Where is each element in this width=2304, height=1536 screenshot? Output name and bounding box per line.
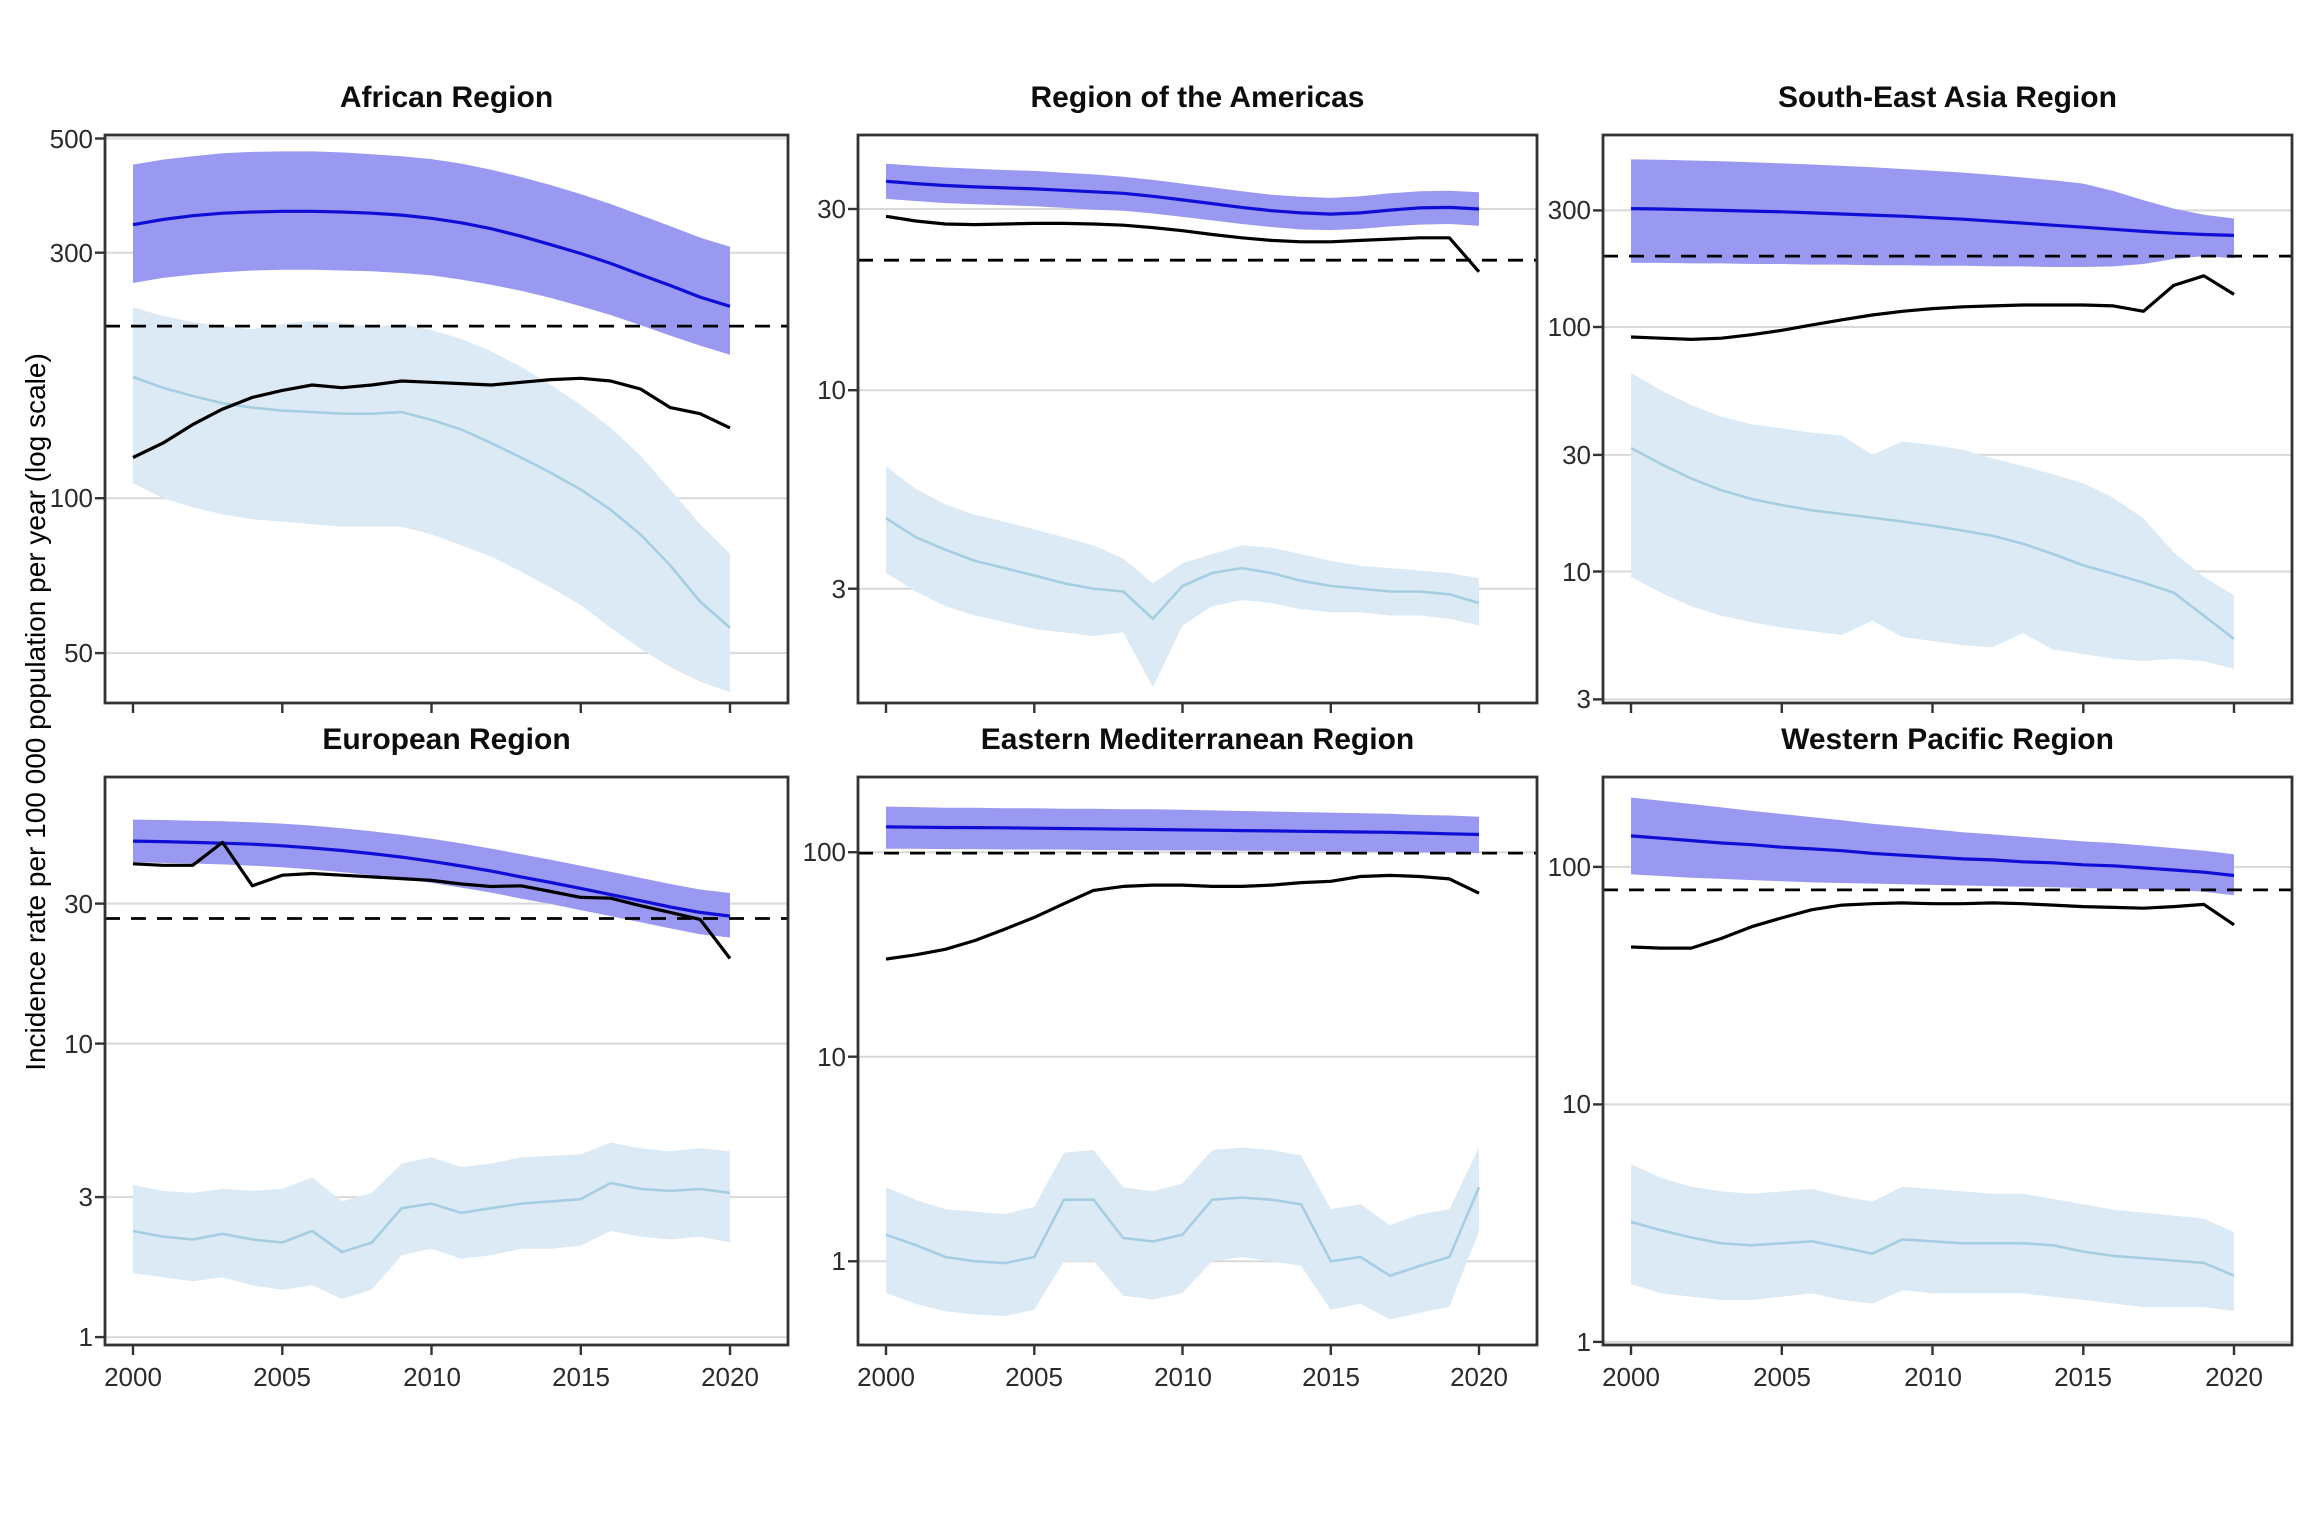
lightblue-line [1630, 446, 2235, 641]
black-line [885, 214, 1481, 273]
blue-line [132, 209, 731, 308]
lightblue-ribbon [1631, 1164, 2234, 1311]
black-line [132, 376, 731, 459]
panel-title-eastern-mediterranean-region: Eastern Mediterranean Region [980, 723, 1415, 756]
x-tick-label: 2010 [403, 1362, 461, 1392]
y-axis-title: Incidence rate per 100 000 population pe… [20, 353, 51, 1071]
y-tick-label: 10 [817, 1042, 846, 1072]
blue-line [1630, 207, 2235, 237]
x-tick-label: 2015 [2054, 1362, 2112, 1392]
blue-ribbon [886, 163, 1479, 231]
chart-western-pacific-region [1593, 775, 2294, 1355]
lightblue-line [132, 1181, 731, 1254]
panel-border [1601, 775, 2294, 1347]
panel-border [1601, 133, 2294, 705]
panel-border [103, 775, 790, 1347]
x-tick-label: 2020 [701, 1362, 759, 1392]
chart-eastern-mediterranean-region [848, 775, 1539, 1355]
lightblue-line [1630, 1220, 2235, 1277]
y-tick-label: 300 [49, 238, 93, 268]
y-tick-label: 30 [1562, 440, 1591, 470]
y-tick-label: 100 [1547, 312, 1591, 342]
panel-border [856, 775, 1539, 1347]
x-tick-label: 2010 [1154, 1362, 1212, 1392]
x-tick-label: 2005 [1753, 1362, 1811, 1392]
y-tick-label: 30 [64, 889, 93, 919]
x-tick-label: 2000 [1602, 1362, 1660, 1392]
y-tick-label: 1 [78, 1322, 93, 1352]
lightblue-line [885, 1186, 1481, 1278]
x-tick-label: 2005 [253, 1362, 311, 1392]
lightblue-ribbon [886, 466, 1479, 688]
panel-eastern-mediterranean-region: Eastern Mediterranean Region 100 10 1 2000 20… [803, 723, 1539, 1392]
chart-african-region [95, 133, 790, 713]
y-tick-label: 100 [1547, 852, 1591, 882]
blue-ribbon [133, 151, 730, 355]
x-tick-label: 2010 [1904, 1362, 1962, 1392]
y-tick-label: 3 [78, 1182, 93, 1212]
black-line [1630, 901, 2235, 950]
lightblue-ribbon [133, 1142, 730, 1299]
lightblue-ribbon [1631, 372, 2234, 669]
panel-title-south-east-asia-region: South-East Asia Region [1778, 81, 2117, 114]
y-tick-label: 10 [1562, 557, 1591, 587]
y-tick-label: 100 [49, 483, 93, 513]
chart-european-region [95, 775, 790, 1355]
y-tick-label: 30 [817, 194, 846, 224]
x-tick-label: 2020 [1450, 1362, 1508, 1392]
x-tick-label: 2000 [104, 1362, 162, 1392]
panel-south-east-asia-region: South-East Asia Region 300 100 30 10 3 [1548, 81, 2294, 714]
y-tick-label: 3 [1576, 684, 1591, 714]
black-line [132, 840, 732, 960]
y-tick-label: 100 [802, 837, 846, 867]
panel-african-region: African Region 500 300 100 50 [50, 81, 790, 713]
blue-ribbon [1631, 797, 2234, 896]
x-tick-label: 2005 [1005, 1362, 1063, 1392]
y-tick-label: 500 [49, 124, 93, 154]
panel-title-western-pacific-region: Western Pacific Region [1781, 723, 2114, 756]
chart-south-east-asia-region [1593, 133, 2294, 713]
x-tick-label: 2000 [857, 1362, 915, 1392]
x-tick-label: 2015 [1302, 1362, 1360, 1392]
y-tick-label: 50 [64, 638, 93, 668]
chart-region-of-the-americas [848, 133, 1539, 713]
lightblue-ribbon [133, 307, 730, 693]
x-tick-label: 2015 [552, 1362, 610, 1392]
blue-line [885, 825, 1480, 837]
y-tick-label: 3 [831, 574, 846, 604]
blue-line [885, 179, 1480, 216]
blue-line [132, 839, 731, 918]
y-tick-label: 1 [1576, 1327, 1591, 1357]
panel-title-european-region: European Region [322, 723, 571, 756]
blue-ribbon [133, 819, 730, 938]
y-tick-label: 10 [817, 375, 846, 405]
blue-ribbon [1631, 159, 2234, 267]
panel-title-region-of-the-americas: Region of the Americas [1030, 81, 1365, 114]
blue-line [1630, 834, 2235, 878]
panel-border [103, 133, 790, 705]
lightblue-line [885, 517, 1480, 621]
black-line [885, 873, 1480, 961]
y-tick-label: 10 [1562, 1089, 1591, 1119]
panel-european-region: European Region 30 10 3 1 2000 2005 2010 2015 202… [64, 723, 790, 1392]
panel-region-of-the-americas: Region of the Americas 30 10 3 [817, 81, 1539, 713]
panel-border [856, 133, 1539, 705]
y-tick-label: 1 [831, 1246, 846, 1276]
black-line [1630, 274, 2235, 341]
x-tick-label: 2020 [2205, 1362, 2263, 1392]
panel-western-pacific-region: Western Pacific Region 100 10 1 2000 2005 2010… [1548, 723, 2294, 1392]
y-tick-label: 10 [64, 1029, 93, 1059]
y-tick-label: 300 [1547, 195, 1591, 225]
panel-title-african-region: African Region [339, 81, 554, 114]
